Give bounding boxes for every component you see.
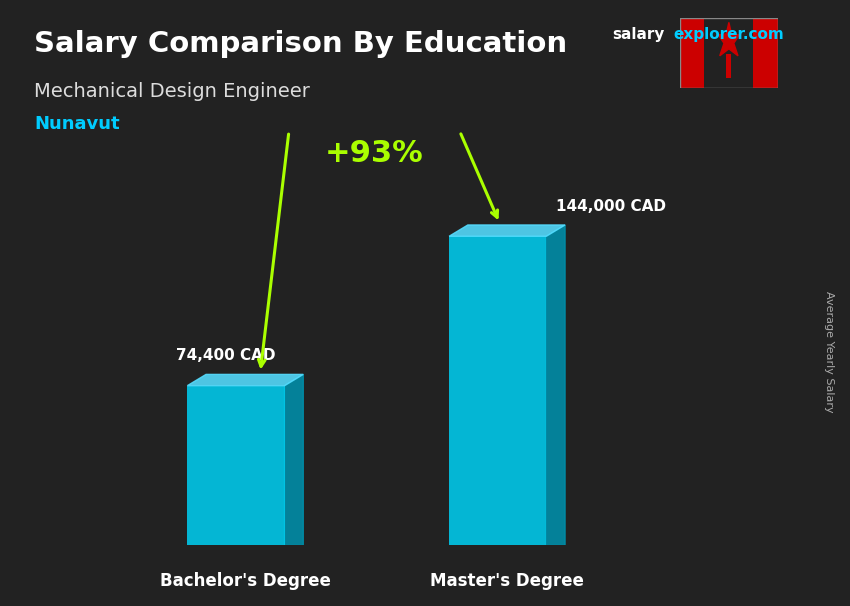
- Text: Mechanical Design Engineer: Mechanical Design Engineer: [34, 82, 310, 101]
- Text: Bachelor's Degree: Bachelor's Degree: [160, 571, 331, 590]
- Bar: [726, 55, 732, 78]
- Text: 74,400 CAD: 74,400 CAD: [177, 348, 276, 363]
- Text: salary: salary: [612, 27, 665, 42]
- Text: explorer.com: explorer.com: [673, 27, 784, 42]
- Text: +93%: +93%: [325, 139, 423, 168]
- Bar: [680, 18, 705, 88]
- Bar: [753, 18, 778, 88]
- Polygon shape: [285, 375, 303, 545]
- Bar: [187, 385, 285, 545]
- Text: Master's Degree: Master's Degree: [430, 571, 584, 590]
- Text: Average Yearly Salary: Average Yearly Salary: [824, 291, 834, 412]
- Text: 144,000 CAD: 144,000 CAD: [556, 199, 666, 214]
- Polygon shape: [449, 225, 565, 236]
- Text: Salary Comparison By Education: Salary Comparison By Education: [34, 30, 567, 58]
- Polygon shape: [187, 375, 303, 385]
- Polygon shape: [547, 225, 565, 545]
- Bar: [449, 236, 547, 545]
- Text: Nunavut: Nunavut: [34, 115, 120, 133]
- Polygon shape: [718, 22, 740, 56]
